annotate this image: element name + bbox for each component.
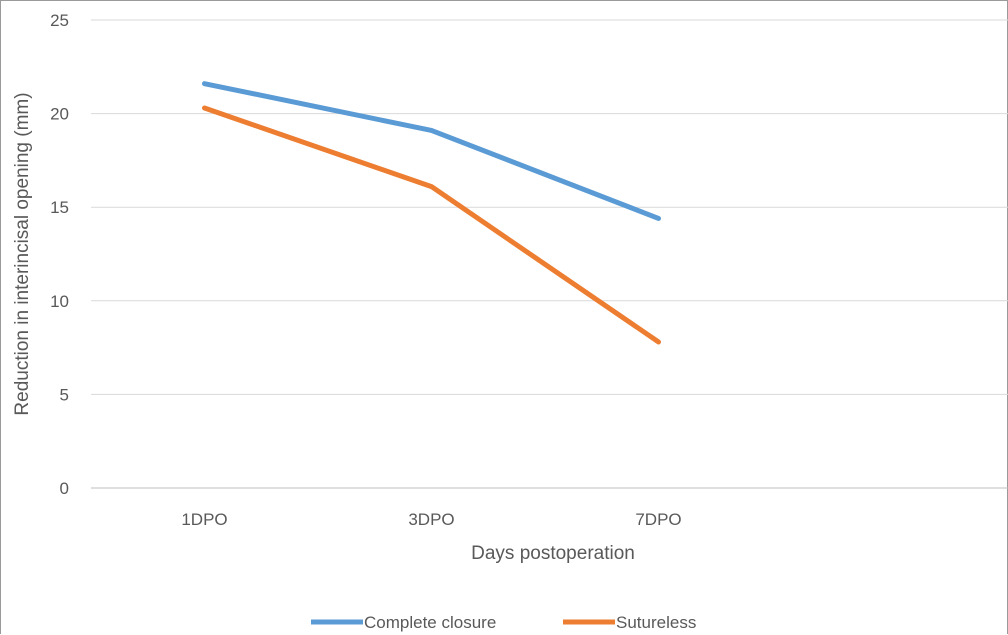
series-line bbox=[202, 105, 661, 345]
y-tick-label: 25 bbox=[50, 11, 69, 30]
y-tick-label: 20 bbox=[50, 105, 69, 124]
legend-label: Sutureless bbox=[616, 613, 696, 632]
series-lines bbox=[202, 81, 661, 345]
y-axis-ticks: 0 5 10 15 20 25 bbox=[50, 11, 69, 498]
x-tick-label: 7DPO bbox=[635, 510, 681, 529]
series-line bbox=[202, 81, 661, 221]
gridlines bbox=[91, 19, 1008, 489]
x-axis-title: Days postoperation bbox=[471, 543, 635, 564]
y-tick-label: 0 bbox=[60, 479, 69, 498]
y-tick-label: 10 bbox=[50, 292, 69, 311]
legend: Complete closure Sutureless bbox=[311, 613, 696, 632]
y-axis-title: Reduction in interincisal opening (mm) bbox=[12, 92, 33, 415]
x-tick-label: 1DPO bbox=[181, 510, 227, 529]
x-tick-label: 3DPO bbox=[408, 510, 454, 529]
legend-label: Complete closure bbox=[364, 613, 496, 632]
y-tick-label: 15 bbox=[50, 198, 69, 217]
y-tick-label: 5 bbox=[60, 385, 69, 404]
x-axis-ticks: 1DPO 3DPO 7DPO bbox=[181, 510, 681, 529]
